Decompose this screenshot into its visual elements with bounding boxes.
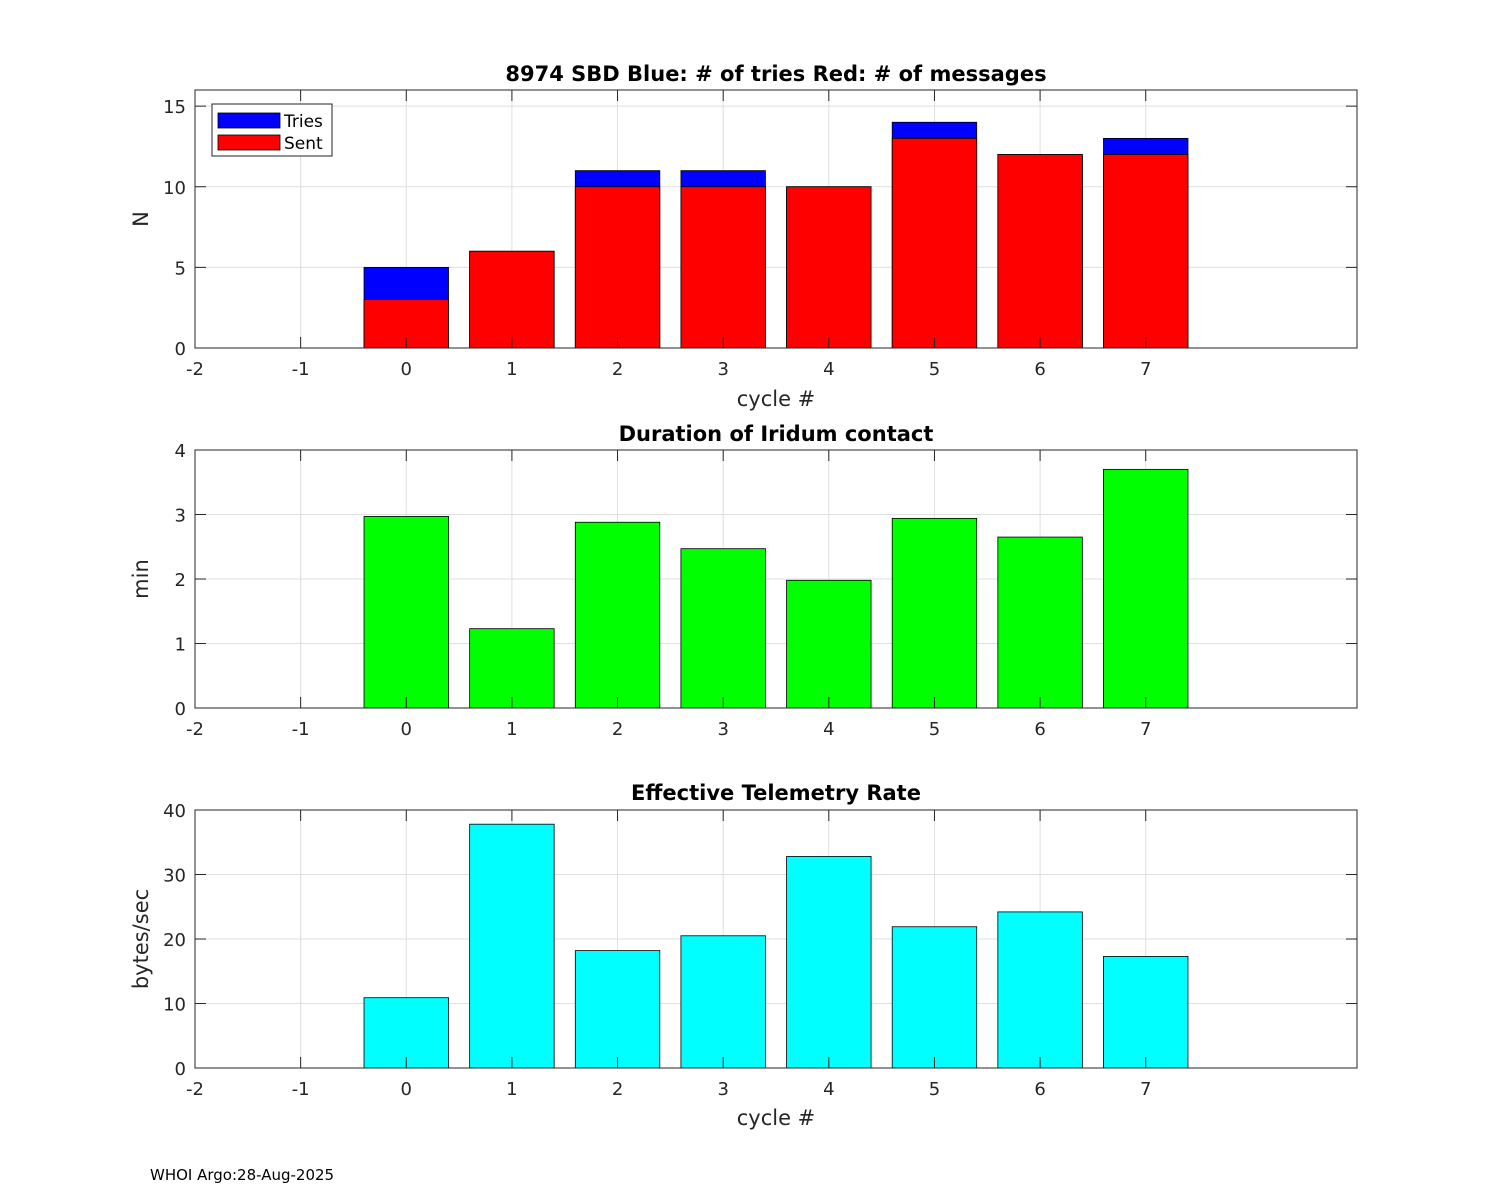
chart-title: Effective Telemetry Rate bbox=[631, 781, 921, 805]
bar-duration-cycle-4 bbox=[786, 579, 872, 709]
y-tick-label: 3 bbox=[175, 506, 186, 527]
bar-duration-cycle-5 bbox=[891, 517, 978, 709]
x-tick-label: 3 bbox=[717, 719, 728, 740]
x-tick-label: 7 bbox=[1140, 359, 1151, 380]
bar-duration-cycle-1 bbox=[469, 628, 555, 709]
bar-sent-cycle-1 bbox=[469, 250, 555, 349]
x-axis-label: cycle # bbox=[737, 1106, 816, 1130]
x-tick-label: 5 bbox=[929, 719, 940, 740]
x-tick-label: -1 bbox=[292, 1079, 310, 1100]
bar-duration-cycle-2 bbox=[574, 521, 661, 709]
x-tick-label: 3 bbox=[717, 359, 728, 380]
axes-box bbox=[194, 89, 1358, 349]
bar-sent-cycle-4 bbox=[786, 186, 872, 349]
bar-sent-cycle-3 bbox=[680, 186, 766, 349]
y-axis-label: N bbox=[129, 211, 153, 227]
x-tick-label: 1 bbox=[506, 359, 517, 380]
y-tick-label: 1 bbox=[175, 635, 186, 656]
x-tick-label: -1 bbox=[292, 359, 310, 380]
y-tick-label: 4 bbox=[175, 441, 186, 462]
y-tick-label: 0 bbox=[175, 339, 186, 360]
x-tick-label: 1 bbox=[506, 1079, 517, 1100]
x-tick-label: 2 bbox=[612, 1079, 623, 1100]
y-tick-label: 2 bbox=[175, 570, 186, 591]
x-tick-label: 6 bbox=[1034, 359, 1045, 380]
legend-label-sent: Sent bbox=[284, 134, 323, 154]
bar-rate-cycle-7 bbox=[1103, 956, 1189, 1069]
legend-label-tries: Tries bbox=[283, 112, 323, 132]
x-tick-label: 0 bbox=[401, 359, 412, 380]
x-tick-label: -2 bbox=[186, 1079, 204, 1100]
x-axis-label: cycle # bbox=[737, 387, 816, 411]
bar-rate-cycle-6 bbox=[997, 911, 1083, 1069]
x-tick-label: 4 bbox=[823, 359, 834, 380]
bar-sent-cycle-2 bbox=[574, 186, 661, 349]
bar-sent-cycle-6 bbox=[997, 154, 1083, 349]
x-tick-label: -2 bbox=[186, 359, 204, 380]
legend-swatch-tries bbox=[217, 112, 281, 129]
x-tick-label: 0 bbox=[401, 719, 412, 740]
bar-duration-cycle-7 bbox=[1103, 468, 1189, 709]
bar-duration-cycle-3 bbox=[680, 548, 766, 709]
y-tick-label: 20 bbox=[163, 930, 186, 951]
y-axis-label: min bbox=[129, 559, 153, 599]
bar-rate-cycle-5 bbox=[891, 926, 978, 1069]
x-tick-label: 6 bbox=[1034, 719, 1045, 740]
y-tick-label: 0 bbox=[175, 1059, 186, 1080]
x-tick-label: 4 bbox=[823, 1079, 834, 1100]
y-tick-label: 30 bbox=[163, 866, 186, 887]
x-tick-label: 2 bbox=[612, 359, 623, 380]
y-tick-label: 10 bbox=[163, 178, 186, 199]
x-tick-label: 7 bbox=[1140, 719, 1151, 740]
y-tick-label: 15 bbox=[163, 97, 186, 118]
bar-duration-cycle-6 bbox=[997, 536, 1083, 709]
x-tick-label: 1 bbox=[506, 719, 517, 740]
x-tick-label: 5 bbox=[929, 359, 940, 380]
y-tick-label: 40 bbox=[163, 801, 186, 822]
x-tick-label: 3 bbox=[717, 1079, 728, 1100]
x-tick-label: 0 bbox=[401, 1079, 412, 1100]
x-tick-label: -1 bbox=[292, 719, 310, 740]
y-tick-label: 10 bbox=[163, 995, 186, 1016]
chart-2: -2 -1 0 1 2 3 4 5 6 7 0 1 2 3 4 Duration of Iridum cont… bbox=[129, 422, 1358, 740]
x-tick-label: 4 bbox=[823, 719, 834, 740]
bar-rate-cycle-2 bbox=[574, 950, 661, 1069]
x-tick-label: -2 bbox=[186, 719, 204, 740]
chart-3: -2 -1 0 1 2 3 4 5 6 7 0 10 20 30 40 Effective Telemetry… bbox=[129, 781, 1358, 1130]
bar-duration-cycle-0 bbox=[363, 516, 449, 709]
footer-label: WHOI Argo:28-Aug-2025 bbox=[150, 1166, 335, 1184]
bar-rate-cycle-0 bbox=[363, 997, 449, 1069]
bar-sent-cycle-7 bbox=[1103, 154, 1189, 349]
x-tick-label: 5 bbox=[929, 1079, 940, 1100]
bar-rate-cycle-3 bbox=[680, 935, 766, 1069]
bar-sent-cycle-5 bbox=[891, 137, 978, 349]
x-tick-label: 2 bbox=[612, 719, 623, 740]
chart-1: -2 -1 0 1 2 3 4 5 6 7 0 5 10 15 8974 SBD Blue: # of tr… bbox=[129, 62, 1358, 411]
y-axis-label: bytes/sec bbox=[129, 889, 153, 989]
chart-title: Duration of Iridum contact bbox=[619, 422, 934, 446]
chart-title: 8974 SBD Blue: # of tries Red: # of mess… bbox=[505, 62, 1046, 86]
x-tick-label: 7 bbox=[1140, 1079, 1151, 1100]
bar-rate-cycle-1 bbox=[469, 823, 555, 1069]
bar-rate-cycle-4 bbox=[786, 856, 872, 1069]
x-tick-label: 6 bbox=[1034, 1079, 1045, 1100]
y-tick-label: 0 bbox=[175, 699, 186, 720]
legend-swatch-sent bbox=[217, 134, 281, 151]
y-tick-label: 5 bbox=[175, 258, 186, 279]
